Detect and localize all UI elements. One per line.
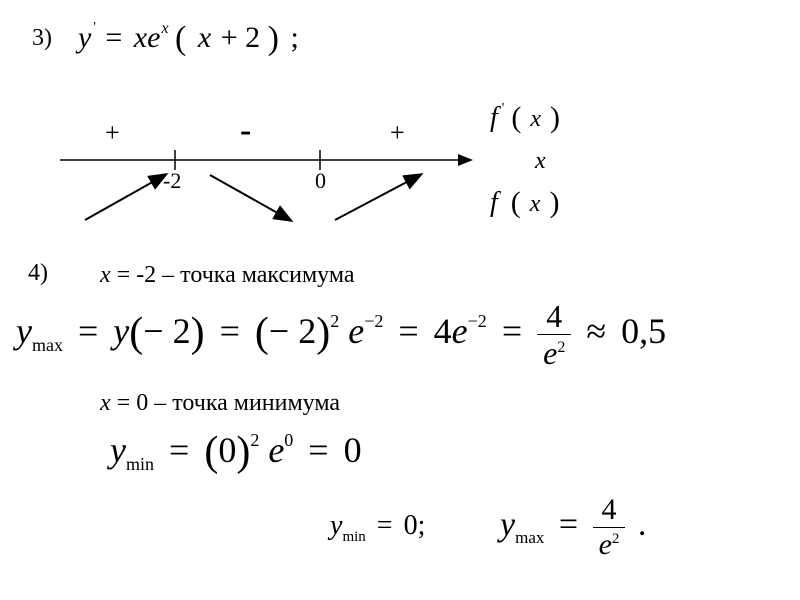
final-ymax: ymax = 4 e2 . (500, 495, 646, 560)
max-point-text: x = -2 – точка максимума (100, 262, 355, 289)
ymin-equation: ymin = (0)2 e0 = 0 (110, 425, 362, 473)
page-container: 3) y' = xex ( x + 2 ) ; f' ( x ) x f ( x… (0, 0, 800, 600)
final-ymin: ymin = 0; (330, 510, 425, 542)
ymax-equation: ymax = y(− 2) = (− 2)2 e−2 = 4e−2 = 4 e2… (16, 300, 666, 369)
min-point-text: x = 0 – точка минимума (100, 390, 340, 417)
step4-label: 4) (28, 260, 48, 287)
